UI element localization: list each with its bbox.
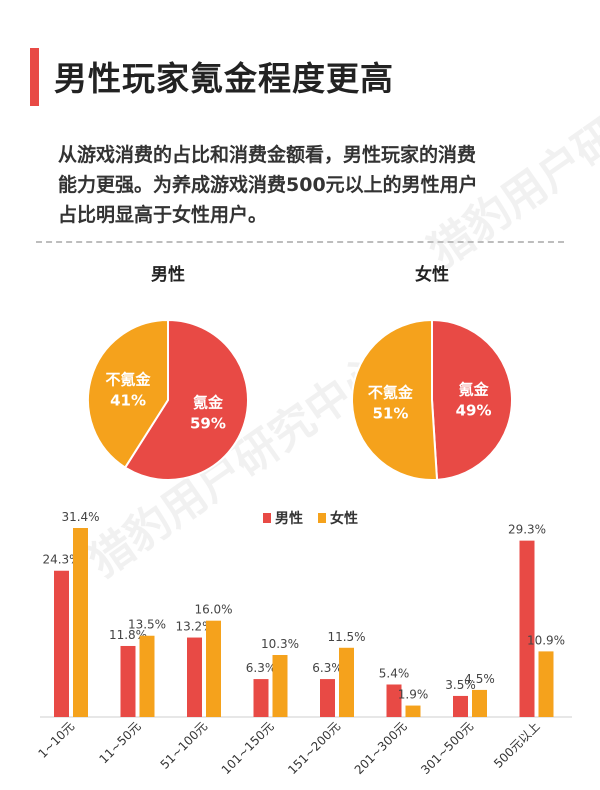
bar [54,570,69,717]
bar-value-label: 10.3% [261,637,299,651]
bar [120,645,136,717]
x-tick-label: 51~100元 [158,719,210,771]
bar [472,689,487,717]
pie-slice-value: 41% [110,391,146,409]
bar-value-label: 6.3% [246,661,277,675]
bar [272,655,288,717]
bar-value-label: 29.3% [508,523,546,537]
bar [206,620,221,717]
pie-slice-value: 49% [456,402,492,420]
bar [538,651,554,717]
bar-value-label: 24.3% [42,553,80,567]
bar [519,540,535,717]
x-tick-label: 101~150元 [219,719,277,777]
pie-slice-label: 氪金 [459,381,490,399]
pie-slice [431,318,513,481]
bar [187,637,202,717]
x-tick-label: 500元以上 [491,719,543,771]
bar-value-label: 3.5% [445,678,476,692]
bar-value-label: 6.3% [312,661,343,675]
bar-value-label: 10.9% [527,633,565,647]
pie-title: 女性 [415,264,449,285]
pie-slice-label: 氪金 [193,394,224,412]
bar [139,635,155,717]
bar [339,647,354,717]
bar-value-label: 5.4% [379,666,410,680]
description: 从游戏消费的占比和消费金额看，男性玩家的消费 能力更强。为养成游戏消费500元以… [58,140,558,230]
divider [36,241,564,243]
page-title: 男性玩家氪金程度更高 [54,59,394,98]
x-tick-label: 1~10元 [35,719,77,761]
bar-value-label: 11.5% [327,630,365,644]
bar-value-label: 1.9% [398,688,429,702]
pie-slice-label: 不氪金 [106,370,152,388]
bar-value-label: 4.5% [464,672,495,686]
pie-slice-label: 不氪金 [368,383,414,401]
bar-value-label: 31.4% [61,510,99,524]
bar [386,684,402,717]
bar [253,679,269,717]
pie-slice [123,318,249,481]
bar-value-label: 11.8% [109,628,147,642]
title-accent-bar [30,48,39,106]
pie-slice [87,318,169,469]
bar [320,679,335,717]
x-tick-label: 201~300元 [352,719,410,777]
description-line: 能力更强。为养成游戏消费500元以上的男性用户 [58,174,478,196]
x-tick-label: 301~500元 [418,719,476,777]
x-tick-label: 151~200元 [285,719,343,777]
legend-label: 男性 [275,510,303,527]
pie-slice-value: 59% [190,415,226,433]
legend-swatch [263,513,271,523]
legend-label: 女性 [330,510,358,527]
description-line: 从游戏消费的占比和消费金额看，男性玩家的消费 [58,144,477,166]
bar [405,705,421,717]
bar [453,695,468,717]
description-line: 占比明显高于女性用户。 [58,204,268,226]
pie-slice [351,318,439,481]
x-tick-label: 11~50元 [97,719,144,766]
bar-value-label: 16.0% [194,603,232,617]
bar-value-label: 13.5% [128,618,166,632]
bar [73,528,88,717]
pie-slice-value: 51% [372,404,408,422]
pie-title: 男性 [151,264,185,285]
bar-value-label: 13.2% [175,620,213,634]
legend-swatch [318,513,326,523]
